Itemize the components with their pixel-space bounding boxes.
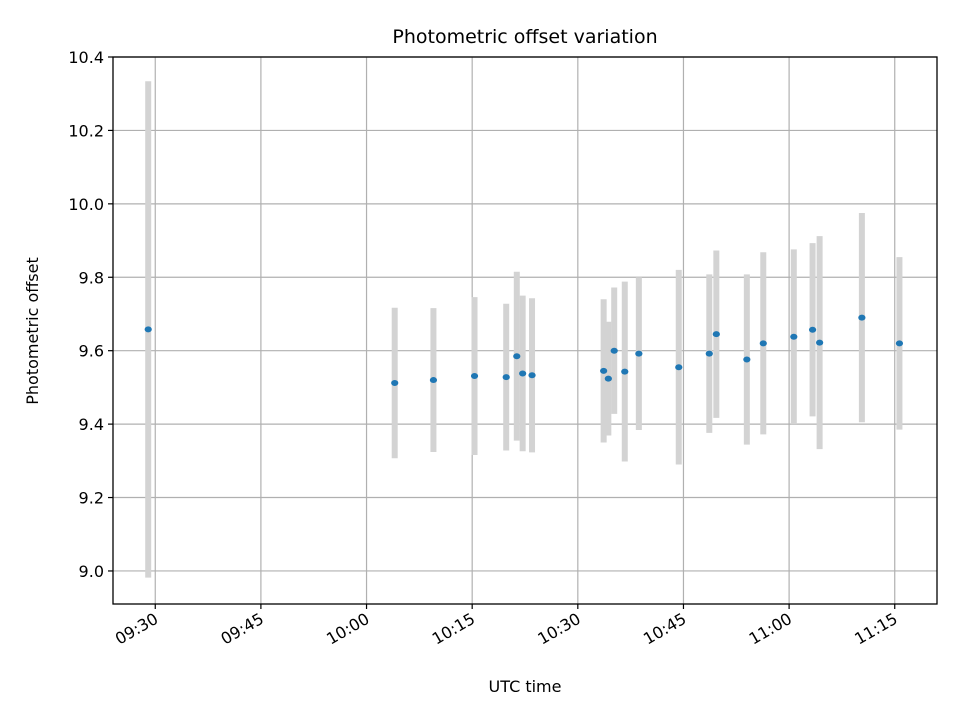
data-point — [429, 377, 438, 384]
grid — [113, 56, 937, 604]
data-point — [621, 368, 629, 375]
y-tick-label: 9.0 — [79, 562, 104, 581]
y-axis-title: Photometric offset — [23, 257, 42, 405]
data-point — [675, 364, 683, 371]
data-point — [600, 367, 608, 374]
data-point — [808, 326, 817, 333]
data-point — [502, 374, 510, 381]
data-point — [816, 339, 824, 346]
data-point — [144, 326, 152, 333]
data-point — [743, 356, 751, 363]
y-tick-label: 10.4 — [68, 48, 104, 67]
data-point — [610, 347, 618, 354]
data-point — [528, 372, 536, 379]
y-tick-label: 10.0 — [68, 195, 104, 214]
chart-title: Photometric offset variation — [392, 26, 657, 48]
y-tick-label: 10.2 — [68, 121, 104, 140]
data-point — [790, 333, 798, 340]
data-point — [519, 370, 527, 377]
data-point — [513, 353, 521, 360]
data-point — [705, 350, 713, 357]
plot-frame — [112, 56, 938, 605]
y-axis: 9.0 9.2 9.4 9.6 9.8 10.0 10.2 10.4 — [68, 48, 113, 581]
y-tick-label: 9.4 — [79, 415, 104, 434]
data-point — [895, 340, 904, 347]
data-point — [635, 350, 643, 357]
y-tick-label: 9.6 — [79, 342, 104, 361]
data-point — [604, 375, 612, 382]
data-point — [712, 331, 720, 338]
y-tick-label: 9.2 — [79, 489, 104, 508]
data-point — [391, 379, 399, 386]
y-tick-label: 9.8 — [79, 268, 104, 287]
data-point — [470, 373, 479, 380]
data-points — [144, 314, 904, 386]
x-axis-title: UTC time — [489, 677, 562, 696]
data-point — [759, 340, 767, 347]
data-point — [858, 314, 866, 321]
